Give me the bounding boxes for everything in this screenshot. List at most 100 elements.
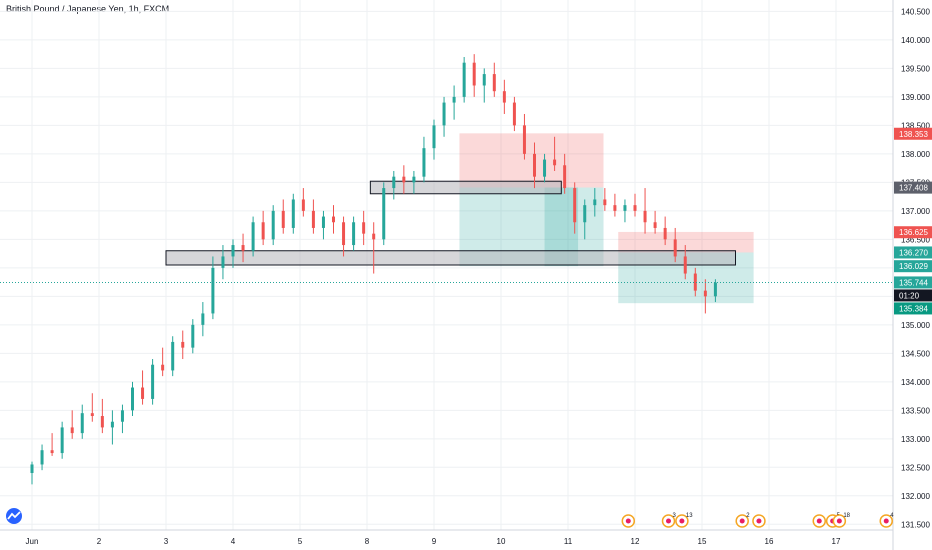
candle-body <box>171 341 175 371</box>
candle-body <box>70 427 74 434</box>
candle-body <box>221 256 225 268</box>
candle-body <box>522 125 526 154</box>
price-label-box <box>894 289 932 302</box>
event-dot <box>816 518 822 524</box>
time-tick-label: 15 <box>698 537 707 546</box>
candle-body <box>30 464 34 474</box>
price-tick-label: 131.500 <box>901 520 930 529</box>
candle-body <box>281 210 285 228</box>
candle-body <box>261 222 265 240</box>
price-tick-label: 133.500 <box>901 406 930 415</box>
candle-body <box>352 222 356 246</box>
candle-body <box>311 210 315 228</box>
zone-lower <box>165 250 736 266</box>
candle-body <box>593 199 597 206</box>
time-tick-label: 4 <box>231 537 236 546</box>
time-tick-label: 11 <box>564 537 573 546</box>
event-count-label: 18 <box>843 513 850 519</box>
candle-body <box>80 413 84 434</box>
candle-body <box>271 210 275 240</box>
candle-body <box>241 245 245 251</box>
price-tick-label: 139.500 <box>901 64 930 73</box>
time-tick-label: 5 <box>298 537 303 546</box>
candle-body <box>432 125 436 149</box>
price-label-box <box>894 127 932 140</box>
price-label-text: 137.408 <box>899 184 928 193</box>
candle-body <box>573 188 577 223</box>
event-count-label: 13 <box>686 513 693 519</box>
price-label-box <box>894 181 932 194</box>
time-tick-label: 8 <box>365 537 370 546</box>
candle-body <box>603 199 607 206</box>
candle-body <box>402 176 406 183</box>
time-tick-label: 17 <box>832 537 841 546</box>
price-label-box <box>894 260 932 273</box>
price-tick-label: 138.500 <box>901 121 930 130</box>
time-tick-label: 12 <box>631 537 640 546</box>
time-tick-label: 9 <box>432 537 437 546</box>
event-dot <box>756 518 762 524</box>
candle-body <box>181 341 185 348</box>
event-count-label: 2 <box>746 513 750 519</box>
price-label-text: 138.353 <box>899 130 928 139</box>
event-dot <box>739 518 745 524</box>
price-tick-label: 136.500 <box>901 235 930 244</box>
zone-upper <box>369 180 562 195</box>
candle-body <box>191 324 195 348</box>
price-label-box <box>894 302 932 315</box>
event-count-label: 3 <box>673 513 677 519</box>
price-tick-label: 133.000 <box>901 435 930 444</box>
candle-body <box>412 176 416 183</box>
candle-body <box>553 159 557 166</box>
time-tick-label: 3 <box>164 537 169 546</box>
candle-body <box>683 256 687 274</box>
tradingview-logo-icon <box>6 508 22 524</box>
candle-body <box>492 74 496 92</box>
candle-body <box>131 387 134 411</box>
price-label-text: 136.029 <box>899 262 928 271</box>
candle-body <box>161 364 165 371</box>
candle-body <box>321 216 325 228</box>
candle-body <box>422 148 426 177</box>
candle-body <box>472 62 476 86</box>
price-label-box <box>894 246 932 259</box>
time-tick-label: 16 <box>765 537 774 546</box>
position-short-1-stop <box>459 133 604 188</box>
price-tick-label: 137.000 <box>901 207 930 216</box>
candle-body <box>50 450 54 454</box>
candle-body <box>301 199 305 211</box>
event-dot <box>666 518 671 524</box>
candle-body <box>372 233 376 240</box>
candle-body <box>120 410 124 422</box>
price-label-box <box>894 226 932 239</box>
candle-body <box>713 282 717 297</box>
candle-body <box>442 102 446 126</box>
event-dot <box>836 518 842 524</box>
price-label-text: 01:20 <box>899 291 920 300</box>
candle-body <box>201 313 205 325</box>
candle-body <box>653 222 657 228</box>
position-short-2-stop <box>618 231 754 253</box>
event-dot <box>625 518 631 524</box>
candle-body <box>462 62 466 97</box>
candle-body <box>633 205 637 211</box>
candle-body <box>251 222 255 251</box>
candle-body <box>291 199 295 228</box>
candle-body <box>643 210 647 223</box>
event-dot <box>883 518 889 524</box>
candle-body <box>533 153 536 177</box>
candle-body <box>392 176 396 189</box>
price-tick-label: 132.000 <box>901 492 930 501</box>
candle-body <box>563 165 567 189</box>
price-label-text: 136.270 <box>899 248 928 257</box>
price-tick-label: 138.000 <box>901 150 930 159</box>
candle-body <box>90 413 94 417</box>
candle-body <box>663 227 667 240</box>
price-label-text: 136.625 <box>899 228 928 237</box>
candle-body <box>60 427 64 454</box>
candle-body <box>332 216 335 223</box>
time-tick-label: 10 <box>497 537 506 546</box>
price-tick-label: 139.000 <box>901 93 930 102</box>
candle-body <box>211 267 215 314</box>
